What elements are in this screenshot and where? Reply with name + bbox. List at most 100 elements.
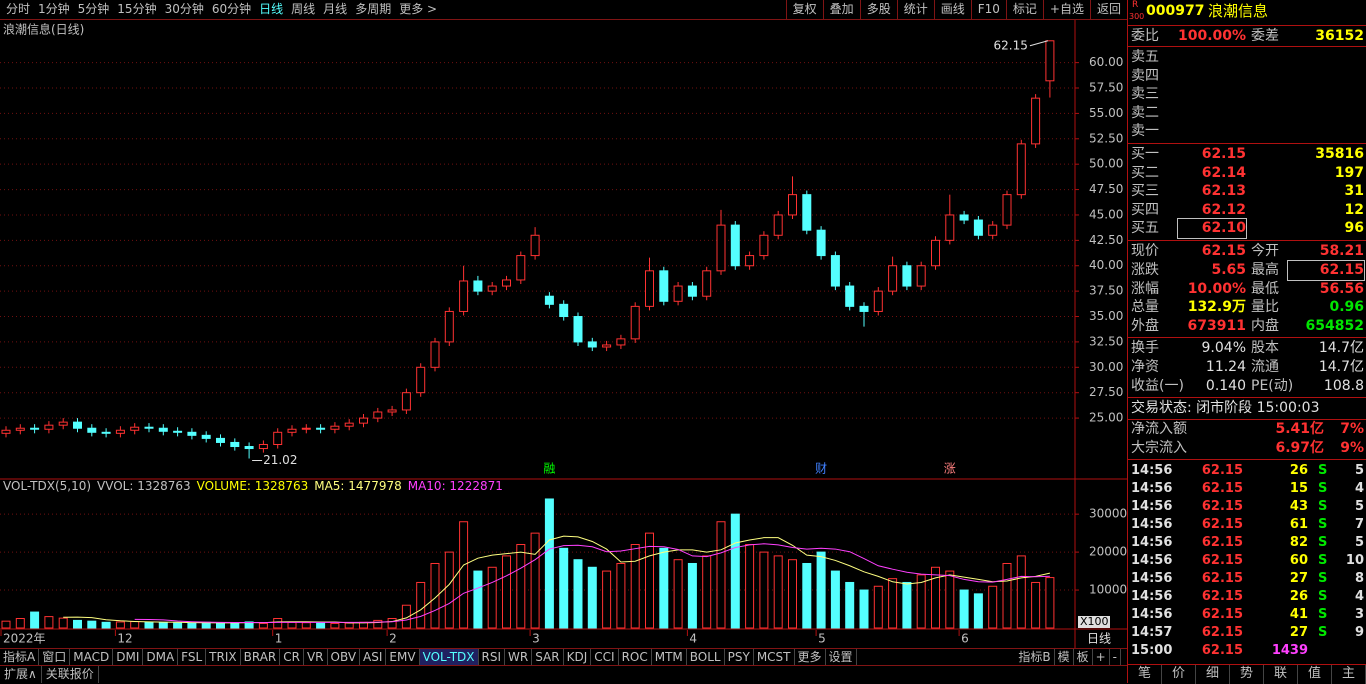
cell: 14:56 [1131,499,1173,514]
indicator-tab[interactable]: MCST [754,649,795,665]
kline-chart: 浪潮信息(日线) 25.00 27.50 30.00 32.50 35.00 37.50 40… [0,20,1127,648]
indicator-tab[interactable]: DMI [113,649,144,665]
high-arrow [1029,40,1049,47]
row: 净流入额 5.41亿 7% [1128,420,1366,439]
legend-entry: VOLUME: 1328763 [197,479,309,493]
panel-tab[interactable]: 值 [1298,665,1332,684]
volume-bar [258,622,268,629]
candle-body [687,285,697,297]
indicator-tab[interactable]: VR [304,649,328,665]
indicator-tab[interactable]: SAR [532,649,564,665]
cell: 15:00 [1131,643,1173,658]
tool-button[interactable]: 复权 [785,0,823,19]
candle-body [830,255,840,287]
cell: 卖二 [1131,104,1159,121]
indicator-tab[interactable]: 指标A [0,649,40,665]
indicator-tab[interactable]: OBV [328,649,361,665]
cell: 5.41亿 [1275,421,1324,437]
period-tab[interactable]: 多周期 [355,2,392,16]
panel-tab[interactable]: 细 [1196,665,1230,684]
indicator-tab[interactable]: 更多 [795,649,826,665]
period-tab[interactable]: 分时 [6,2,31,16]
cell: 14:57 [1131,625,1173,640]
period-tab[interactable]: 1分钟 [38,2,70,16]
volume-bar [144,621,154,629]
volume-bar [573,559,583,629]
candle-body [959,214,969,221]
period-tab[interactable]: 60分钟 [211,2,252,16]
separator [1128,240,1366,241]
period-tab[interactable]: 30分钟 [164,2,204,16]
indicator-tab[interactable]: RSI [479,649,506,665]
indicator-tab[interactable]: KDJ [564,649,592,665]
indicator-tab[interactable]: CR [280,649,304,665]
candle-body [216,437,225,443]
period-tab[interactable]: 更多 > [399,2,438,16]
indicator-tab[interactable]: 模 [1055,649,1074,665]
period-tab[interactable]: 15分钟 [117,2,157,16]
indicator-tab[interactable]: VOL-TDX [419,649,479,665]
indicator-tab[interactable]: BOLL [687,649,725,665]
indicator-tab[interactable]: PSY [725,649,754,665]
volume-bar [802,562,812,629]
panel-tabs: 笔价细势联值主 [1128,664,1366,684]
cell: 6.97亿 [1275,440,1324,456]
panel-tab[interactable]: 势 [1230,665,1264,684]
indicator-tab[interactable]: + [1093,649,1110,665]
footer-tab[interactable]: 扩展∧ [0,666,42,683]
tool-button[interactable]: 叠加 [822,0,860,19]
volume-bar [759,551,769,629]
period-tab[interactable]: 周线 [291,2,316,16]
indicator-tab[interactable]: CCI [591,649,619,665]
period-label: 日线 [1087,632,1111,646]
indicator-tab[interactable]: 窗口 [39,649,71,665]
candle-body [287,428,297,433]
indicator-tab[interactable]: 指标B [1015,649,1055,665]
tool-button[interactable]: 多股 [859,0,897,19]
period-tab[interactable]: 日线 [259,2,284,16]
period-tab[interactable]: 月线 [323,2,348,16]
tool-button[interactable]: 画线 [933,0,971,19]
period-tab[interactable]: 5分钟 [77,2,110,16]
row: 现价 62.15 今开 58.21 [1128,242,1366,261]
cell: 62.15 [1201,643,1243,658]
indicator-tab[interactable]: DMA [143,649,179,665]
panel-tab[interactable]: 笔 [1128,665,1162,684]
indicator-tab[interactable]: EMV [386,649,420,665]
indicator-tab[interactable]: FSL [178,649,207,665]
panel-tab[interactable]: 联 [1264,665,1298,684]
tool-button[interactable]: 统计 [896,0,934,19]
row: 涨跌 5.65 最高 62.15 [1128,259,1366,281]
tool-button[interactable]: +自选 [1042,0,1090,19]
candle-body [716,224,726,272]
cell: 股本 [1251,340,1279,356]
cell: 62.15 [1201,589,1243,604]
candle-body [473,280,483,292]
footer-tab[interactable]: 关联报价 [42,666,99,683]
indicator-tab[interactable]: ASI [360,649,387,665]
tool-button[interactable]: 返回 [1089,0,1127,19]
y-tick-label: 37.50 [1089,284,1123,298]
indicator-tab[interactable]: 板 [1074,649,1093,665]
separator [1128,46,1366,47]
cell: 27 [1289,571,1308,586]
indicator-tab[interactable]: - [1110,649,1121,665]
cell: 14:56 [1131,481,1173,496]
panel-tab[interactable]: 主 [1332,665,1366,684]
candle-body [373,411,383,419]
indicator-tab[interactable]: TRIX [206,649,241,665]
candle-body [330,425,340,430]
tool-button[interactable]: 标记 [1005,0,1043,19]
y-tick-label: 35.00 [1089,309,1123,323]
indicator-tab[interactable]: MTM [652,649,687,665]
indicator-tab[interactable]: BRAR [241,649,281,665]
candle-body [630,305,640,340]
panel-tab[interactable]: 价 [1162,665,1196,684]
indicator-tab[interactable]: MACD [70,649,114,665]
tool-buttons: 复权 叠加 多股 统计 画线 F10 标记 +自选 返回 [785,0,1127,19]
indicator-tab[interactable]: WR [505,649,533,665]
indicator-tab[interactable]: 设置 [826,649,857,665]
tool-button[interactable]: F10 [970,0,1006,19]
indicator-tab[interactable]: ROC [619,649,652,665]
row: 涨幅 10.00% 最低 56.56 [1128,280,1366,299]
